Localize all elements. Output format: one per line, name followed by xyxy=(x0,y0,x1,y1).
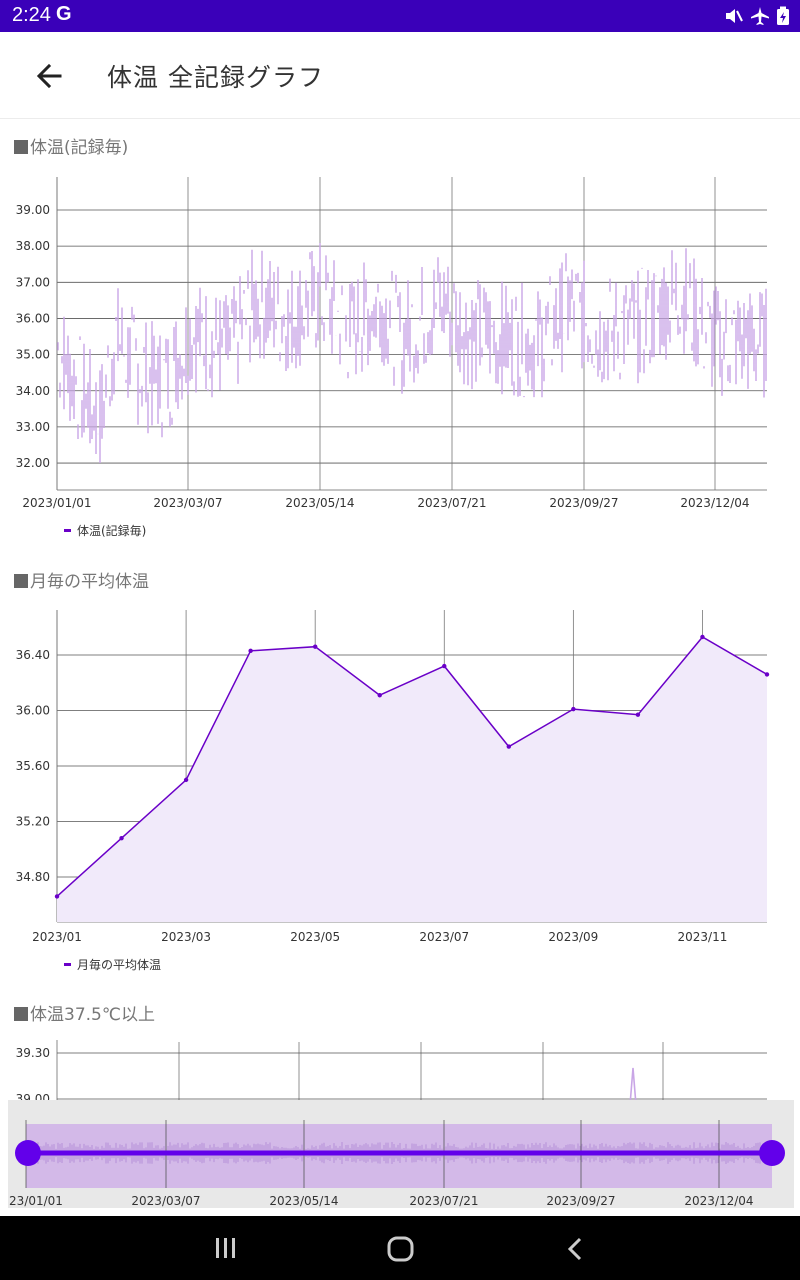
x-tick-label: 2023/11 xyxy=(678,930,728,944)
back-arrow-icon[interactable] xyxy=(30,58,70,94)
y-tick-label: 33.00 xyxy=(16,420,50,434)
chart-per-record: 39.00 38.00 37.00 36.00 35.00 34.00 33.00 32.00… xyxy=(16,177,767,510)
y-tick-label: 32.00 xyxy=(16,456,50,470)
range-handle-end xyxy=(759,1140,785,1166)
x-tick-label: 2023/01/01 xyxy=(22,496,91,510)
series-line-monthly-average xyxy=(56,636,768,897)
range-tick-label: 2023/03/07 xyxy=(131,1194,200,1208)
x-tick-label: 2023/01 xyxy=(32,930,82,944)
airplane-icon xyxy=(751,7,769,25)
section-title-per-record: 体温(記録毎) xyxy=(14,133,128,158)
range-handle-start xyxy=(15,1140,41,1166)
section-title-monthly-average: 月毎の平均体温 xyxy=(14,567,149,592)
data-point-2023/03 xyxy=(183,777,189,783)
series-daily-temperature xyxy=(57,243,767,463)
battery-icon xyxy=(777,6,789,25)
status-icons xyxy=(724,6,790,26)
x-tick-label: 2023/09/27 xyxy=(549,496,618,510)
x-tick-label: 2023/03 xyxy=(161,930,211,944)
y-tick-label: 34.00 xyxy=(16,384,50,398)
y-tick-label: 34.80 xyxy=(16,870,50,884)
y-tick-label: 35.00 xyxy=(16,348,50,362)
home-icon[interactable] xyxy=(386,1236,416,1262)
y-tick-label: 39.00 xyxy=(16,203,50,217)
mute-icon xyxy=(726,9,743,23)
square-bullet-icon xyxy=(14,574,28,588)
range-tick-label: 2023/07/21 xyxy=(409,1194,478,1208)
y-tick-label: 38.00 xyxy=(16,239,50,253)
x-tick-label: 2023/07 xyxy=(419,930,469,944)
x-tick-label: 2023/07/21 xyxy=(417,496,486,510)
y-tick-label: 36.00 xyxy=(16,704,50,718)
chart-monthly-average: 36.40 36.00 35.60 35.20 34.80 2023/01 2023/03 2… xyxy=(16,610,770,944)
data-point-2023/05 xyxy=(312,644,318,649)
app-bar: 体温 全記録グラフ xyxy=(0,32,800,119)
y-tick-label: 35.60 xyxy=(16,759,50,773)
legend-per-record: 体温(記録毎) xyxy=(64,522,146,539)
spike-mark xyxy=(629,1067,637,1105)
y-tick-label: 36.40 xyxy=(16,648,50,662)
y-tick-label: 36.00 xyxy=(16,311,50,325)
area-fill xyxy=(57,637,767,922)
back-nav-icon[interactable] xyxy=(564,1236,588,1262)
section-title-above-37-5: 体温37.5℃以上 xyxy=(14,1000,155,1025)
x-tick-label: 2023/05 xyxy=(290,930,340,944)
recent-apps-icon[interactable] xyxy=(212,1236,240,1260)
legend-monthly-average: 月毎の平均体温 xyxy=(64,956,161,973)
navigation-bar xyxy=(0,1216,800,1280)
x-tick-label: 2023/05/14 xyxy=(285,496,354,510)
clock: 2:24 xyxy=(12,4,51,26)
data-point-2023/10 xyxy=(635,712,641,717)
data-point-2023/01 xyxy=(54,894,60,899)
data-point-2023/11 xyxy=(700,634,705,640)
data-point-2023/02 xyxy=(119,835,124,841)
data-point-2023/09 xyxy=(571,706,576,712)
legend-marker xyxy=(64,963,71,966)
range-tick-label: 2023/05/14 xyxy=(269,1194,338,1208)
y-tick-label: 37.00 xyxy=(16,275,50,289)
google-icon: G xyxy=(56,3,72,25)
range-tick-label: 23/01/01 xyxy=(9,1194,63,1208)
range-tick-label: 2023/12/04 xyxy=(684,1194,753,1208)
range-selector-mini-chart: 23/01/01 2023/03/07 2023/05/14 2023/07/21 20… xyxy=(9,1120,785,1208)
square-bullet-icon xyxy=(14,140,28,154)
range-tick-label: 2023/09/27 xyxy=(546,1194,615,1208)
data-point-2023/08 xyxy=(506,744,512,749)
x-tick-label: 2023/09 xyxy=(548,930,598,944)
square-bullet-icon xyxy=(14,1007,28,1021)
y-tick-label: 39.30 xyxy=(16,1046,50,1060)
data-point-2023/06 xyxy=(377,693,382,698)
legend-marker xyxy=(64,529,71,532)
data-point-2023/04 xyxy=(248,648,253,654)
data-point-2023/07 xyxy=(442,663,447,669)
x-tick-label: 2023/12/04 xyxy=(680,496,749,510)
page-title: 体温 全記録グラフ xyxy=(107,63,324,92)
range-selector[interactable]: 23/01/01 2023/03/07 2023/05/14 2023/07/21 20… xyxy=(8,1100,794,1208)
status-bar: 2:24 G xyxy=(0,0,800,32)
data-point-2023/12 xyxy=(764,672,770,677)
x-tick-label: 2023/03/07 xyxy=(153,496,222,510)
y-tick-label: 35.20 xyxy=(16,815,50,829)
